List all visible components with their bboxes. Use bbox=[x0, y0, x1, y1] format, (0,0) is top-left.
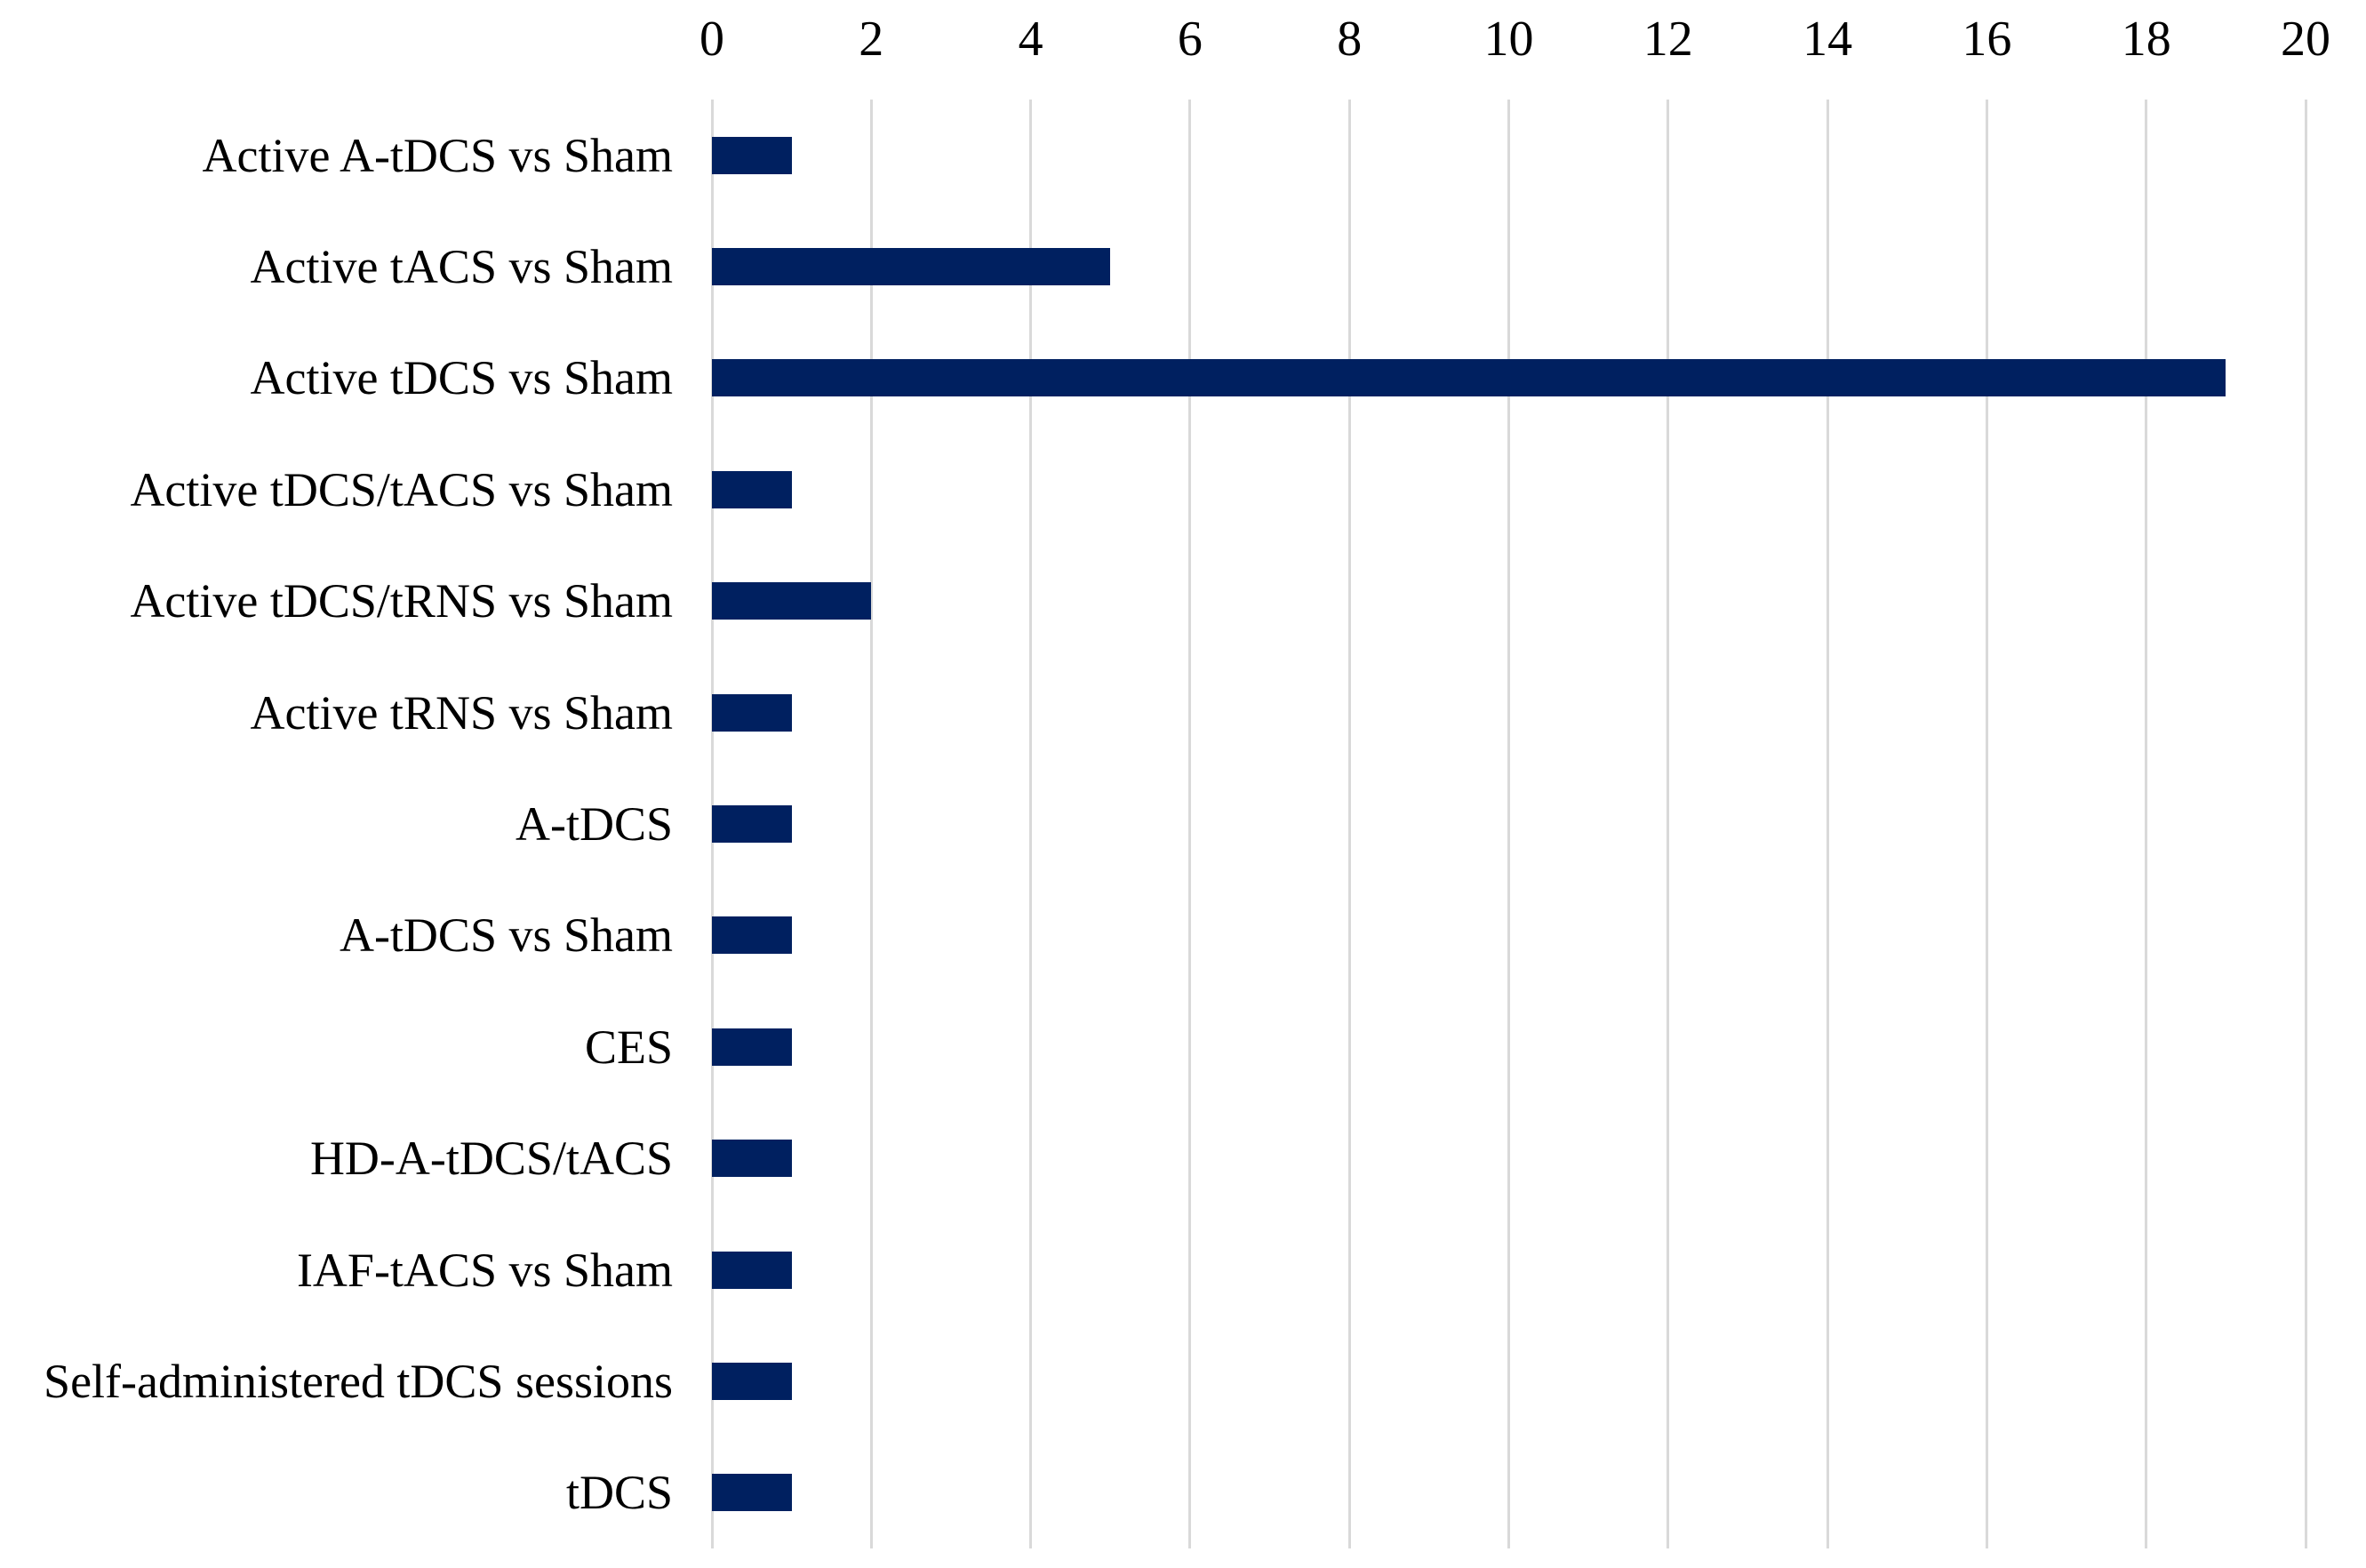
category-label: Self-administered tDCS sessions bbox=[44, 1354, 673, 1408]
x-axis-tick-label: 12 bbox=[1643, 12, 1693, 67]
x-axis-tick-label: 14 bbox=[1802, 12, 1853, 67]
gridline bbox=[1667, 100, 1670, 1548]
x-axis-tick-label: 8 bbox=[1337, 12, 1363, 67]
category-label: Active tRNS vs Sham bbox=[250, 685, 673, 740]
gridline bbox=[869, 100, 873, 1548]
bar bbox=[712, 359, 2226, 397]
bar bbox=[712, 805, 792, 843]
gridline bbox=[1507, 100, 1510, 1548]
gridline bbox=[1985, 100, 1988, 1548]
category-label: A-tDCS vs Sham bbox=[339, 908, 673, 963]
bar bbox=[712, 1474, 792, 1512]
x-axis-tick-label: 4 bbox=[1018, 12, 1043, 67]
bar bbox=[712, 136, 792, 174]
gridline bbox=[1347, 100, 1351, 1548]
category-label: HD-A-tDCS/tACS bbox=[309, 1132, 673, 1186]
category-label: Active A-tDCS vs Sham bbox=[202, 128, 673, 182]
bar bbox=[712, 1028, 792, 1066]
category-label: CES bbox=[584, 1020, 673, 1074]
category-label: Active tDCS/tACS vs Sham bbox=[130, 462, 673, 516]
bar bbox=[712, 248, 1111, 286]
category-label: Active tACS vs Sham bbox=[250, 240, 673, 294]
x-axis-tick-label: 10 bbox=[1483, 12, 1534, 67]
gridline bbox=[1826, 100, 1829, 1548]
bar bbox=[712, 582, 872, 620]
gridline bbox=[1029, 100, 1033, 1548]
gridline bbox=[2145, 100, 2148, 1548]
category-label: tDCS bbox=[565, 1466, 673, 1520]
bar bbox=[712, 1251, 792, 1289]
x-axis-tick-label: 18 bbox=[2121, 12, 2171, 67]
category-label: IAF-tACS vs Sham bbox=[296, 1243, 673, 1297]
gridline bbox=[2304, 100, 2307, 1548]
bar bbox=[712, 1140, 792, 1178]
x-axis-tick-label: 6 bbox=[1177, 12, 1203, 67]
x-axis-tick-label: 2 bbox=[859, 12, 884, 67]
x-axis-tick-label: 20 bbox=[2281, 12, 2330, 67]
bar bbox=[712, 916, 792, 955]
category-label: Active tDCS/tRNS vs Sham bbox=[130, 574, 673, 628]
x-axis-tick-label: 0 bbox=[699, 12, 724, 67]
bar bbox=[712, 470, 792, 508]
x-axis-tick-label: 16 bbox=[1962, 12, 2012, 67]
gridline bbox=[1188, 100, 1192, 1548]
category-label: Active tDCS vs Sham bbox=[250, 351, 673, 405]
category-label: A-tDCS bbox=[515, 797, 673, 851]
bar bbox=[712, 693, 792, 732]
bar bbox=[712, 1362, 792, 1400]
